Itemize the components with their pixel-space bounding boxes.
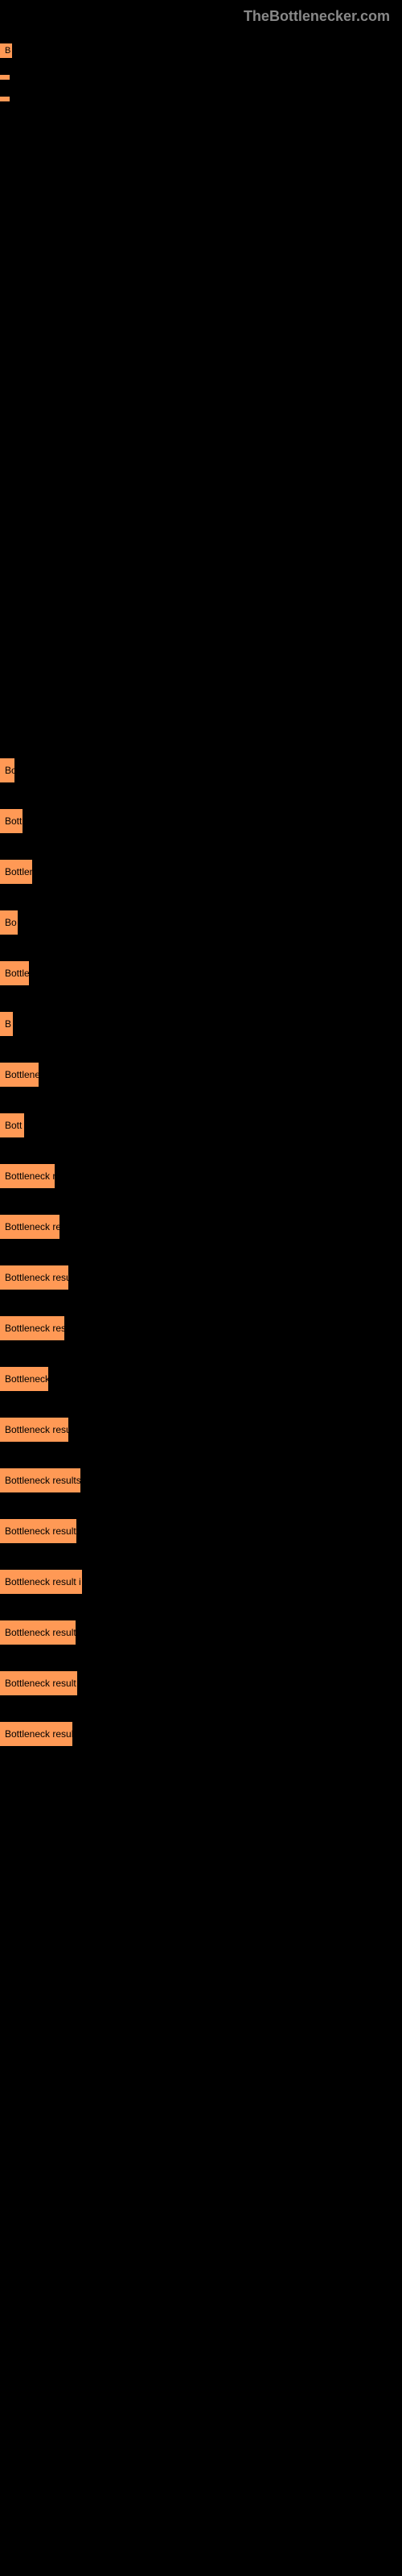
bottleneck-item-6: Bottlene <box>0 1063 402 1091</box>
bottleneck-bar-9[interactable]: Bottleneck re <box>0 1215 59 1239</box>
bottleneck-bar-4[interactable]: Bottle <box>0 961 29 985</box>
bottleneck-item-2: Bottlen <box>0 860 402 888</box>
bottleneck-bar-12[interactable]: Bottleneck <box>0 1367 48 1391</box>
bottleneck-bar-15[interactable]: Bottleneck result <box>0 1519 76 1543</box>
bottleneck-item-15: Bottleneck result <box>0 1519 402 1547</box>
bottleneck-bar-3[interactable]: Bo <box>0 910 18 935</box>
chart-area <box>0 116 402 720</box>
bottleneck-item-12: Bottleneck <box>0 1367 402 1395</box>
bottleneck-item-5: B <box>0 1012 402 1040</box>
bottleneck-bar-19[interactable]: Bottleneck resul <box>0 1722 72 1746</box>
bottleneck-item-4: Bottle <box>0 961 402 989</box>
bottleneck-bar-5[interactable]: B <box>0 1012 13 1036</box>
quick-link-item-1[interactable] <box>0 75 10 80</box>
bottleneck-item-1: Bott <box>0 809 402 837</box>
bottleneck-item-19: Bottleneck resul <box>0 1722 402 1750</box>
site-logo: TheBottlenecker.com <box>0 0 402 33</box>
bottleneck-bar-14[interactable]: Bottleneck results <box>0 1468 80 1492</box>
bottleneck-bar-0[interactable]: Bo <box>0 758 14 782</box>
bottleneck-bar-8[interactable]: Bottleneck r <box>0 1164 55 1188</box>
bottleneck-bar-17[interactable]: Bottleneck result <box>0 1620 76 1645</box>
bottleneck-item-16: Bottleneck result i <box>0 1570 402 1598</box>
bottleneck-item-8: Bottleneck r <box>0 1164 402 1192</box>
quick-link-item-0[interactable]: B <box>0 43 12 58</box>
bottleneck-list: Bo Bott Bottlen Bo Bottle B Bottlene Bott Bottle… <box>0 720 402 1750</box>
quick-links-section: B <box>0 33 402 116</box>
bottleneck-item-11: Bottleneck res <box>0 1316 402 1344</box>
bottleneck-item-0: Bo <box>0 758 402 786</box>
bottleneck-item-17: Bottleneck result <box>0 1620 402 1649</box>
bottleneck-bar-7[interactable]: Bott <box>0 1113 24 1137</box>
bottleneck-bar-6[interactable]: Bottlene <box>0 1063 39 1087</box>
bottleneck-bar-10[interactable]: Bottleneck resu <box>0 1265 68 1290</box>
bottleneck-item-7: Bott <box>0 1113 402 1141</box>
bottleneck-bar-1[interactable]: Bott <box>0 809 23 833</box>
bottleneck-bar-11[interactable]: Bottleneck res <box>0 1316 64 1340</box>
bottleneck-item-13: Bottleneck resu <box>0 1418 402 1446</box>
bottleneck-item-9: Bottleneck re <box>0 1215 402 1243</box>
bottleneck-bar-16[interactable]: Bottleneck result i <box>0 1570 82 1594</box>
bottleneck-bar-13[interactable]: Bottleneck resu <box>0 1418 68 1442</box>
bottleneck-item-3: Bo <box>0 910 402 939</box>
quick-link-item-2[interactable] <box>0 97 10 101</box>
bottleneck-item-10: Bottleneck resu <box>0 1265 402 1294</box>
bottleneck-bar-18[interactable]: Bottleneck result <box>0 1671 77 1695</box>
bottleneck-item-14: Bottleneck results <box>0 1468 402 1496</box>
bottleneck-bar-2[interactable]: Bottlen <box>0 860 32 884</box>
bottleneck-item-18: Bottleneck result <box>0 1671 402 1699</box>
